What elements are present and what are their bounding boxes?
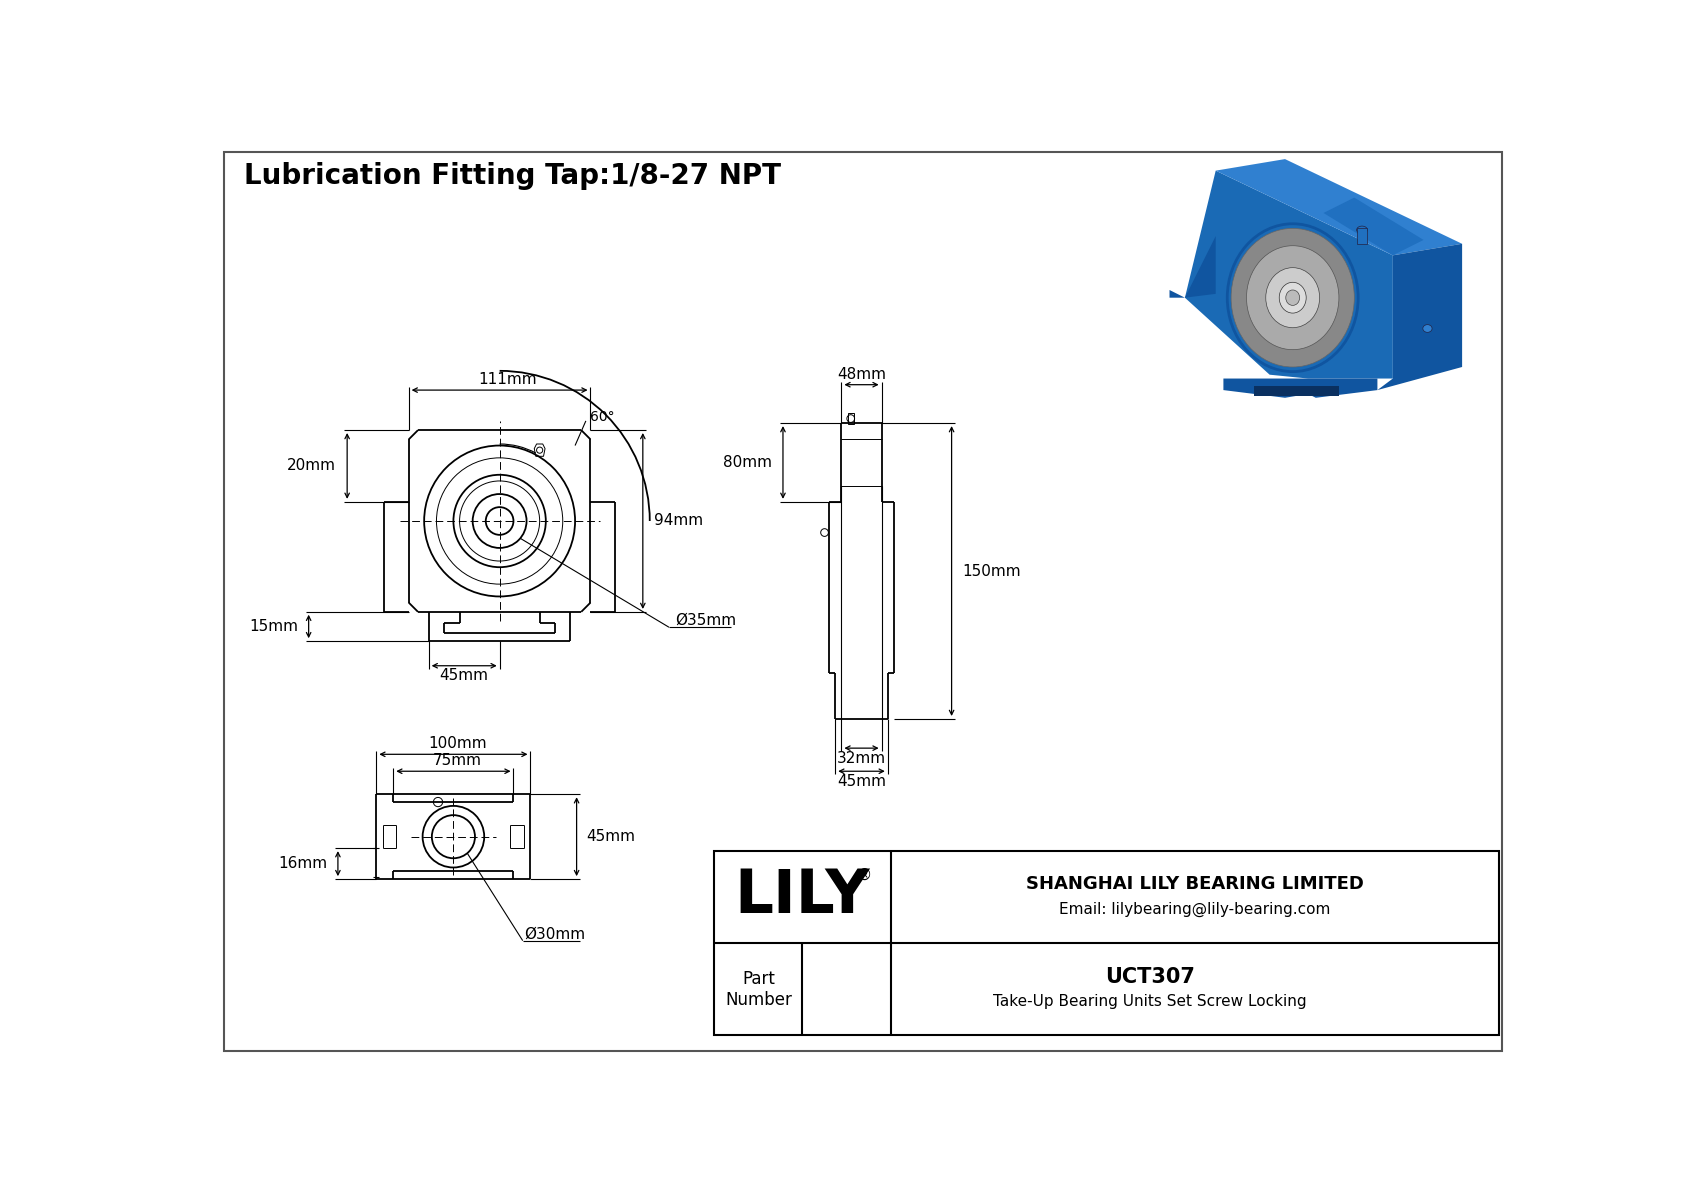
Text: LILY: LILY (734, 867, 871, 927)
Text: Ø30mm: Ø30mm (524, 927, 586, 941)
Ellipse shape (1357, 226, 1367, 233)
Text: 32mm: 32mm (837, 750, 886, 766)
Polygon shape (1378, 244, 1462, 391)
Text: Part
Number: Part Number (724, 969, 791, 1009)
Bar (714, 850, 1499, 1035)
Ellipse shape (1423, 325, 1431, 332)
Ellipse shape (1231, 229, 1354, 367)
Text: 45mm: 45mm (586, 829, 635, 844)
Text: 100mm: 100mm (428, 736, 487, 752)
Text: 15mm: 15mm (249, 619, 298, 634)
Text: UCT307: UCT307 (1105, 967, 1196, 987)
Text: Ø35mm: Ø35mm (675, 613, 736, 628)
Text: 48mm: 48mm (837, 367, 886, 382)
Text: 80mm: 80mm (722, 455, 773, 470)
Text: SHANGHAI LILY BEARING LIMITED: SHANGHAI LILY BEARING LIMITED (1026, 875, 1364, 893)
Text: 94mm: 94mm (653, 513, 702, 529)
Text: 20mm: 20mm (288, 459, 337, 474)
Polygon shape (1216, 160, 1462, 255)
Text: ®: ® (857, 868, 872, 883)
Text: 150mm: 150mm (962, 563, 1021, 579)
Ellipse shape (1280, 282, 1307, 313)
Text: 45mm: 45mm (837, 774, 886, 788)
Bar (1357, 229, 1367, 244)
Text: 75mm: 75mm (433, 753, 482, 768)
Text: 16mm: 16mm (280, 856, 328, 871)
Polygon shape (1324, 198, 1423, 255)
Polygon shape (1186, 170, 1393, 379)
Text: 45mm: 45mm (440, 668, 488, 684)
Bar (847, 413, 854, 424)
Text: Email: lilybearing@lily-bearing.com: Email: lilybearing@lily-bearing.com (1059, 902, 1330, 917)
Polygon shape (1255, 386, 1339, 397)
Text: 60°: 60° (591, 410, 615, 424)
Text: Take-Up Bearing Units Set Screw Locking: Take-Up Bearing Units Set Screw Locking (994, 994, 1307, 1009)
Ellipse shape (1246, 245, 1339, 350)
Ellipse shape (1266, 268, 1320, 328)
Polygon shape (1223, 379, 1378, 398)
Polygon shape (1169, 236, 1216, 298)
Text: Lubrication Fitting Tap:1/8-27 NPT: Lubrication Fitting Tap:1/8-27 NPT (244, 162, 781, 191)
Ellipse shape (1287, 289, 1300, 305)
Text: 111mm: 111mm (478, 372, 537, 387)
